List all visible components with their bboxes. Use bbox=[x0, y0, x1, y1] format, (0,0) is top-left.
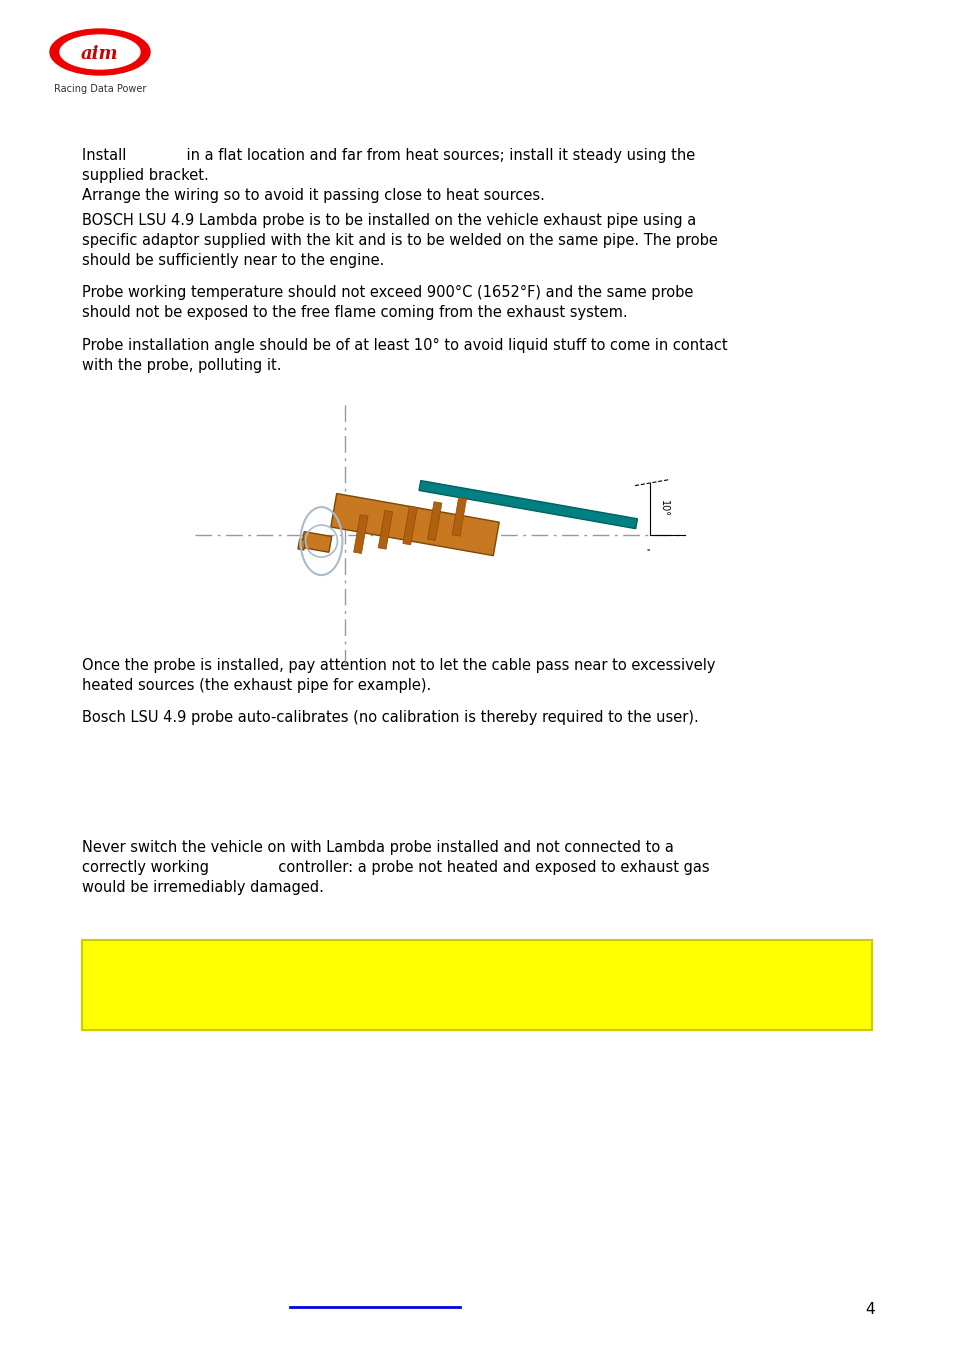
Ellipse shape bbox=[60, 35, 140, 69]
Text: Install             in a flat location and far from heat sources; install it ste: Install in a flat location and far from … bbox=[82, 148, 695, 202]
Polygon shape bbox=[354, 514, 368, 554]
Polygon shape bbox=[427, 502, 441, 540]
Ellipse shape bbox=[50, 28, 150, 76]
Text: Never switch the vehicle on with Lambda probe installed and not connected to a
c: Never switch the vehicle on with Lambda … bbox=[82, 840, 709, 895]
Text: 10°: 10° bbox=[659, 500, 668, 517]
Text: BOSCH LSU 4.9 Lambda probe is to be installed on the vehicle exhaust pipe using : BOSCH LSU 4.9 Lambda probe is to be inst… bbox=[82, 213, 717, 267]
Polygon shape bbox=[301, 532, 332, 552]
Text: Probe working temperature should not exceed 900°C (1652°F) and the same probe
sh: Probe working temperature should not exc… bbox=[82, 285, 693, 320]
Polygon shape bbox=[331, 494, 498, 556]
Polygon shape bbox=[377, 510, 393, 549]
Text: aim: aim bbox=[81, 45, 118, 63]
Text: 4: 4 bbox=[864, 1303, 874, 1318]
Text: Bosch LSU 4.9 probe auto-calibrates (no calibration is thereby required to the u: Bosch LSU 4.9 probe auto-calibrates (no … bbox=[82, 710, 698, 725]
Text: Probe installation angle should be of at least 10° to avoid liquid stuff to come: Probe installation angle should be of at… bbox=[82, 338, 727, 373]
Polygon shape bbox=[297, 539, 305, 549]
Polygon shape bbox=[402, 506, 416, 545]
Text: Racing Data Power: Racing Data Power bbox=[53, 84, 146, 95]
Bar bbox=[82, 940, 871, 1030]
Polygon shape bbox=[418, 481, 637, 529]
Text: Once the probe is installed, pay attention not to let the cable pass near to exc: Once the probe is installed, pay attenti… bbox=[82, 657, 715, 693]
Polygon shape bbox=[452, 497, 466, 536]
